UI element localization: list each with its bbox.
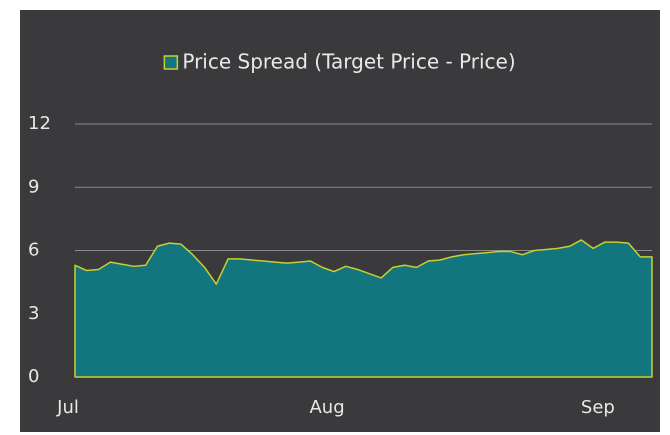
y-tick-label: 0 [28,366,39,387]
area [74,239,653,378]
y-tick-label: 6 [28,240,39,261]
x-tick-label: Jul [56,397,79,418]
y-tick-label: 12 [28,113,51,134]
y-tick-label: 9 [28,176,39,197]
legend-swatch [163,55,179,70]
y-tick-label: 3 [28,303,39,324]
x-tick-label: Sep [581,397,615,418]
legend-label: Price Spread (Target Price - Price) [182,50,515,74]
x-tick-label: Aug [309,397,344,418]
